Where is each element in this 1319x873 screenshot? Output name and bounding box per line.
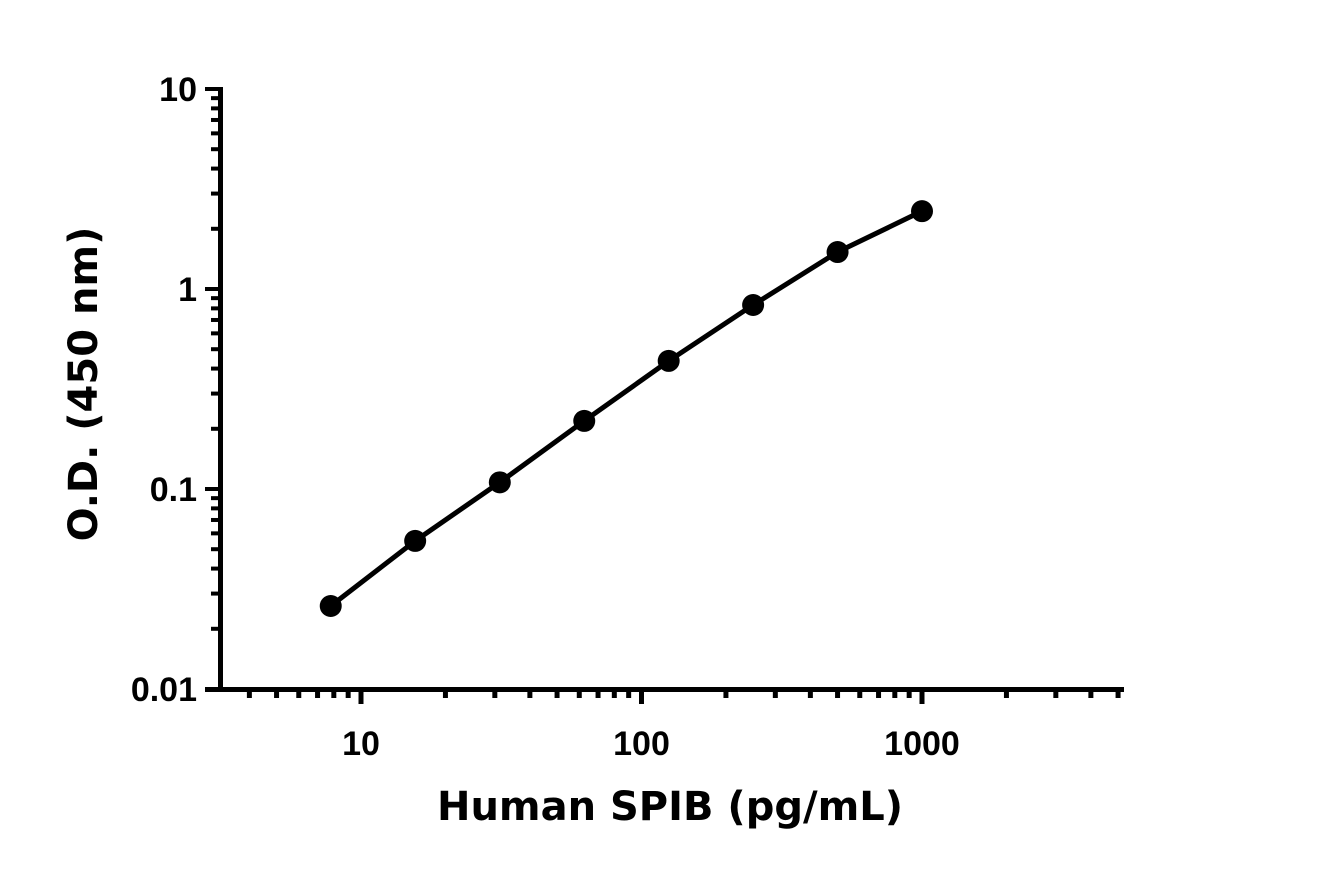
data-points: [319, 200, 933, 618]
y-axis-title: O.D. (450 nm): [61, 227, 107, 542]
y-axis-tick-labels: 0.01 0.1 1 10: [131, 71, 197, 709]
x-tick-label: 1000: [884, 725, 960, 763]
y-tick-label: 0.1: [150, 471, 197, 509]
x-tick-label: 10: [342, 725, 380, 763]
data-point-marker: [826, 241, 849, 264]
y-tick-label: 10: [159, 71, 197, 109]
x-axis-tick-labels: 10 100 1000: [342, 725, 960, 763]
data-point-marker: [488, 471, 511, 494]
y-tick-label: 1: [178, 271, 197, 309]
x-axis-title: Human SPIB (pg/mL): [437, 784, 903, 830]
data-point-marker: [742, 293, 765, 316]
fitted-curve-line: [329, 208, 924, 608]
data-point-marker: [657, 349, 680, 372]
data-point-marker: [404, 529, 427, 552]
y-tick-label: 0.01: [131, 671, 197, 709]
data-point-marker: [911, 200, 933, 223]
x-tick-label: 100: [613, 725, 670, 763]
data-point-marker: [573, 409, 596, 432]
data-point-marker: [319, 595, 342, 618]
